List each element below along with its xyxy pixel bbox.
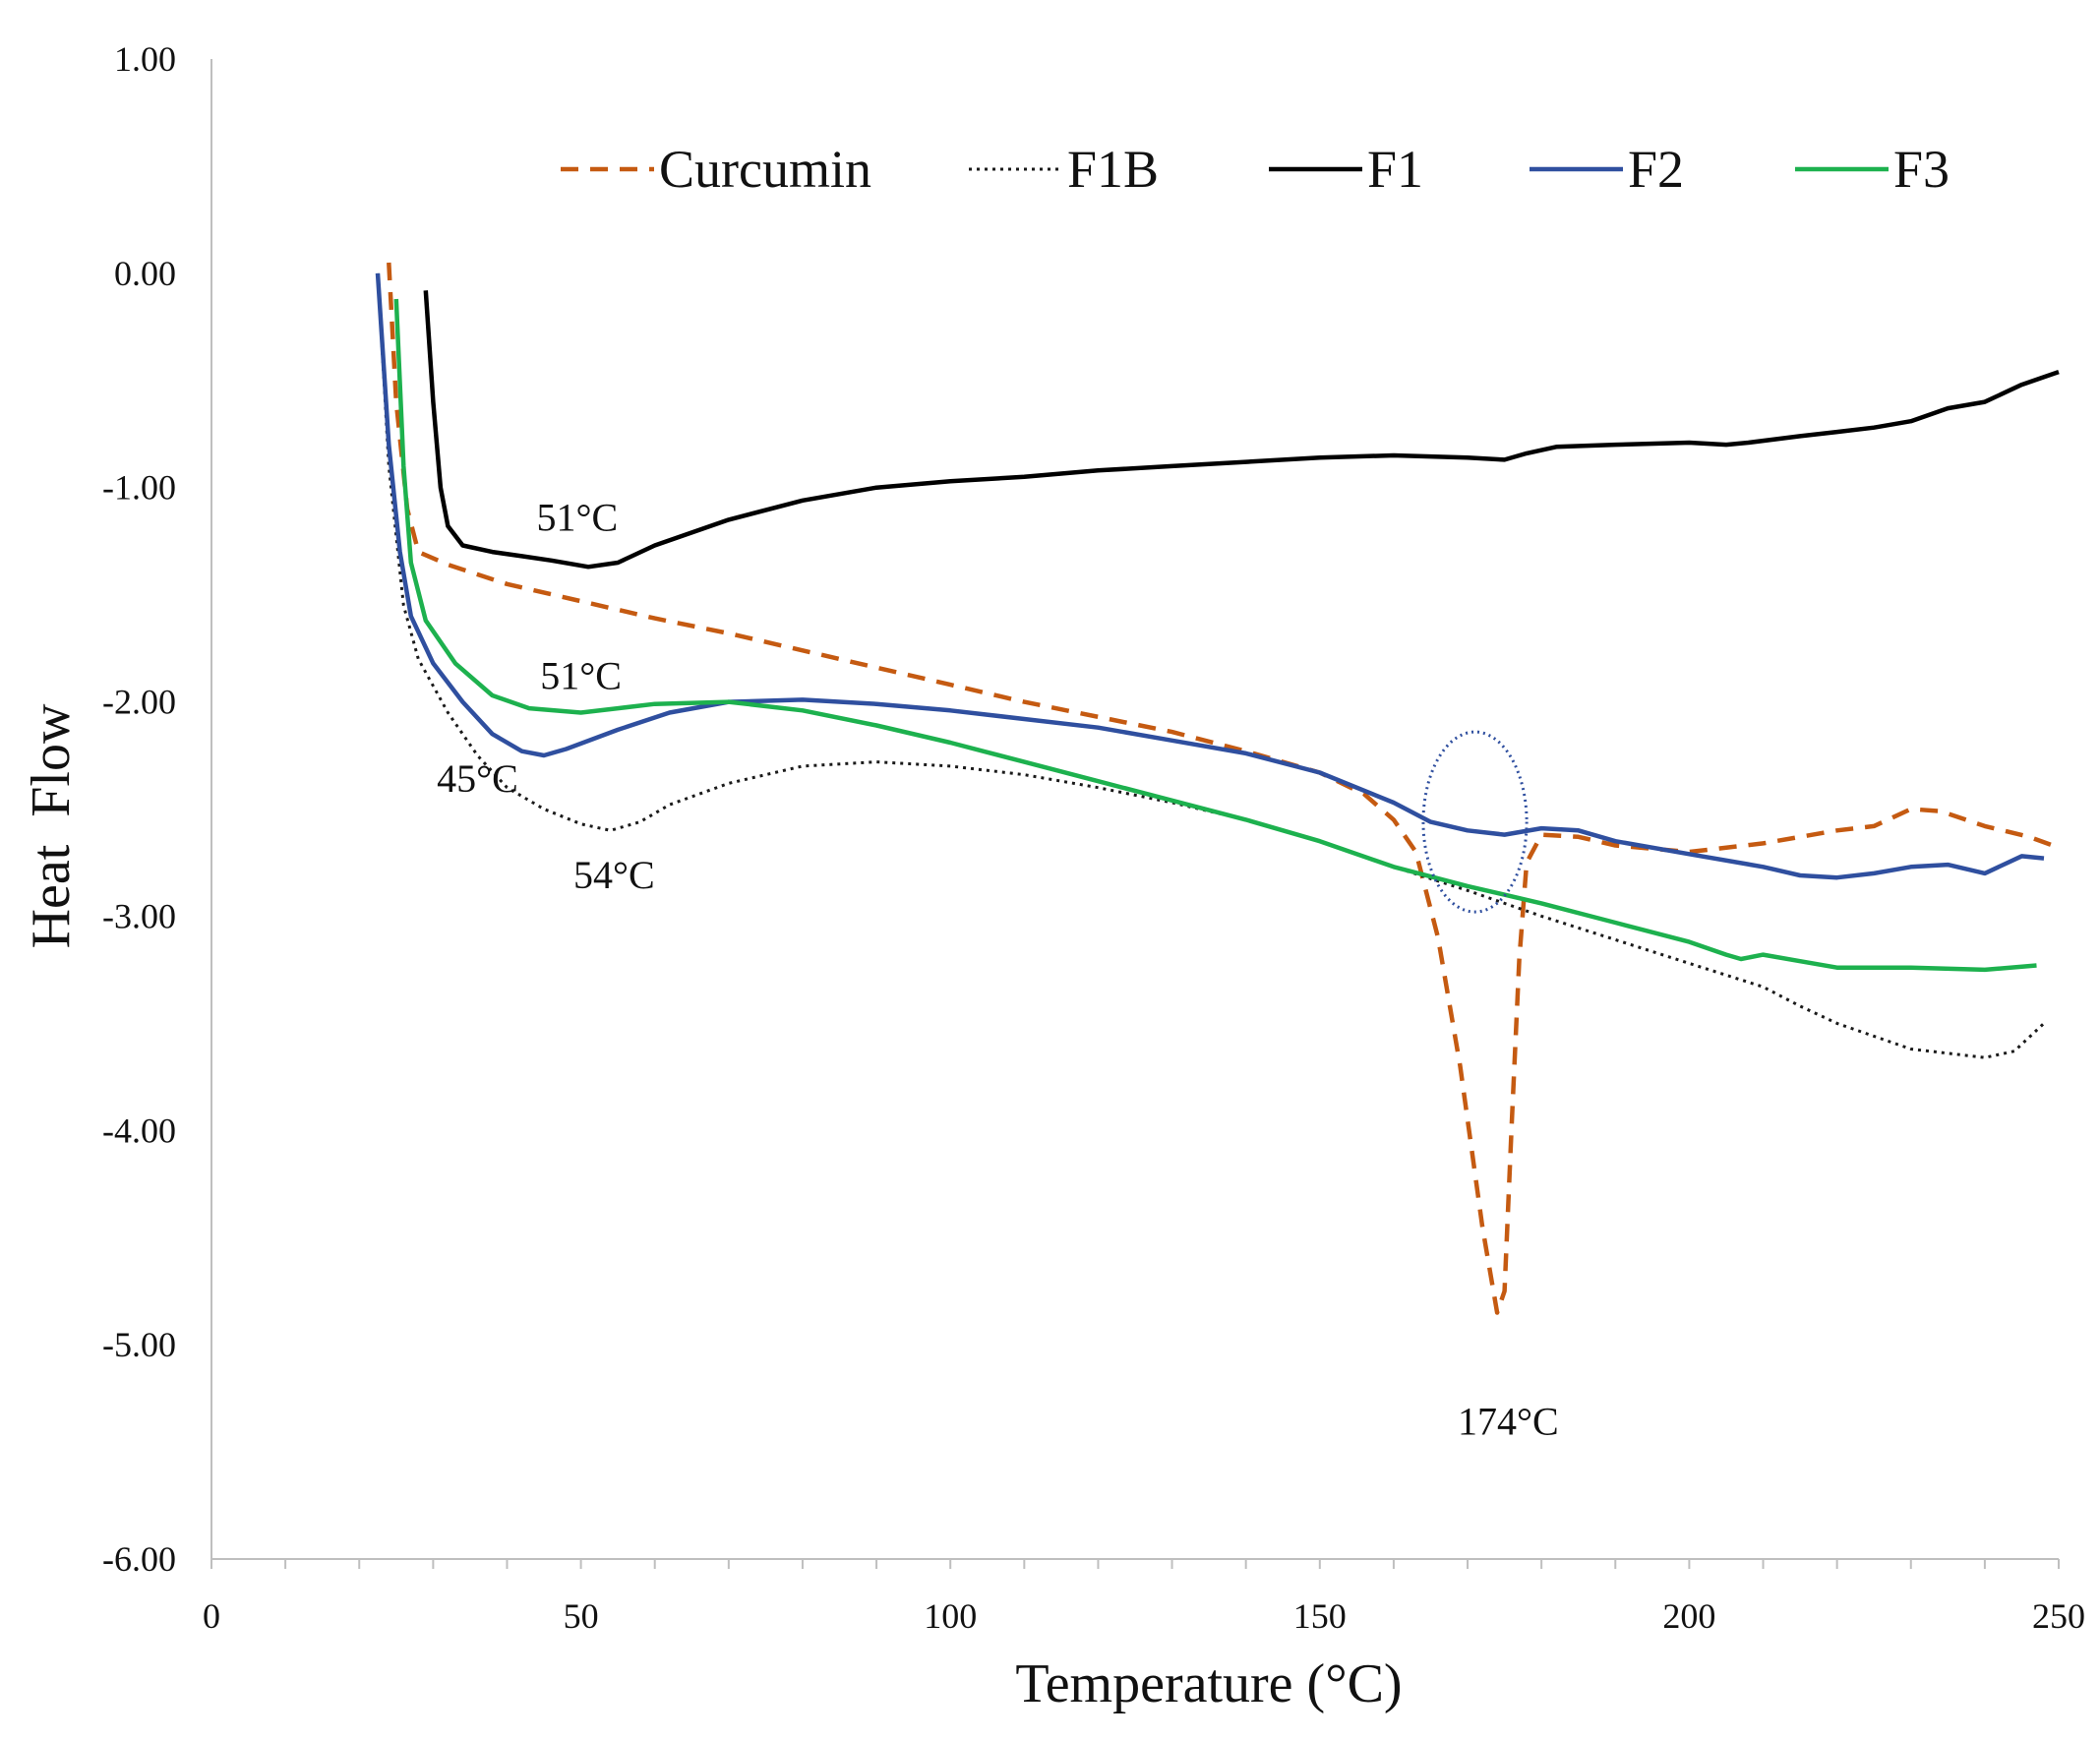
series-line-curcumin	[387, 262, 2060, 1315]
y-axis: 1.00 0.00 -1.00 -2.00 -3.00 -4.00 -5.00 -6.00	[102, 39, 212, 1579]
highlight-circle	[1421, 730, 1529, 914]
annotation-label: 51°C	[540, 654, 622, 698]
legend-label: F1B	[1067, 140, 1159, 199]
series-line-f3	[393, 298, 2037, 973]
x-tick-label: 250	[2032, 1596, 2085, 1636]
series-layer	[375, 262, 2060, 1315]
x-axis: 0 50 100 150 200 250	[203, 1558, 2085, 1636]
x-tick-label: 50	[564, 1596, 599, 1636]
series-line-f2	[375, 272, 2045, 880]
x-tick-label: 150	[1293, 1596, 1347, 1636]
y-tick-label: 1.00	[114, 39, 176, 79]
x-tick-label: 0	[203, 1596, 220, 1636]
x-axis-title: Temperature (°C)	[1015, 1653, 1402, 1714]
annotation-layer: 51°C 51°C 45°C 54°C 174°C	[437, 495, 1559, 1443]
y-tick-label: -5.00	[102, 1325, 176, 1364]
x-tick-label: 100	[924, 1596, 977, 1636]
annotation-label: 174°C	[1458, 1400, 1559, 1444]
y-tick-label: -3.00	[102, 896, 176, 935]
y-tick-label: -6.00	[102, 1539, 176, 1579]
annotation-label: 45°C	[437, 756, 518, 801]
legend-label: F3	[1893, 140, 1950, 199]
annotation-label: 54°C	[573, 853, 655, 897]
y-tick-label: 0.00	[114, 254, 176, 293]
legend-label: F2	[1628, 140, 1684, 199]
y-axis-title: Heat Flow	[21, 703, 82, 948]
annotation-label: 51°C	[537, 495, 619, 539]
legend-label: F1	[1367, 140, 1423, 199]
legend-label: Curcumin	[659, 140, 871, 199]
y-tick-label: -1.00	[102, 468, 176, 508]
series-line-f1b	[376, 272, 2046, 1059]
series-line-f1	[423, 290, 2060, 570]
x-tick-label: 200	[1662, 1596, 1715, 1636]
y-tick-label: -4.00	[102, 1111, 176, 1150]
legend: Curcumin F1B F1 F2 F3	[561, 140, 1950, 199]
y-tick-label: -2.00	[102, 683, 176, 722]
